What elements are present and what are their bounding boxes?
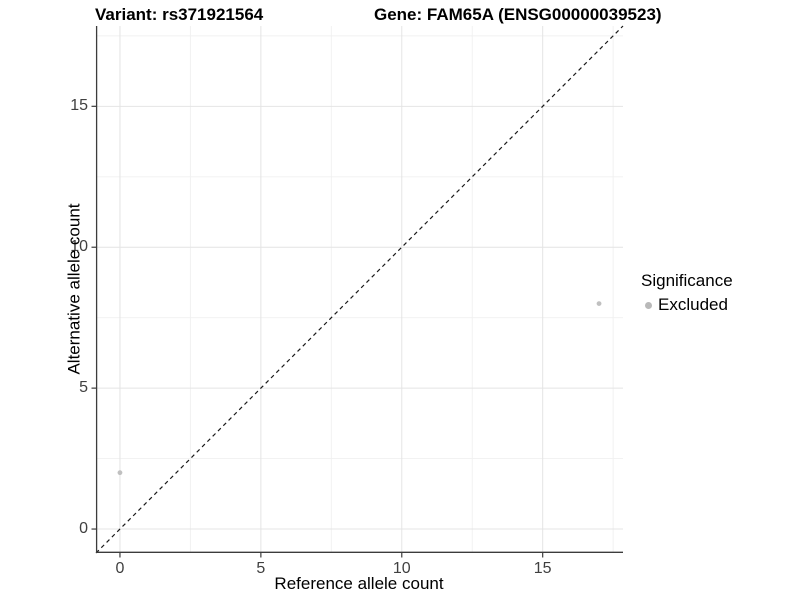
x-tick-label: 5: [256, 560, 266, 577]
plot-title-gene: Gene: FAM65A (ENSG00000039523): [374, 5, 662, 24]
data-point: [117, 470, 123, 476]
legend: Significance Excluded: [641, 271, 733, 315]
y-axis-title: Alternative allele count: [64, 203, 84, 375]
y-tick-label: 0: [79, 520, 88, 538]
legend-entry: Excluded: [641, 295, 733, 315]
legend-entries: Excluded: [641, 295, 733, 315]
legend-title: Significance: [641, 271, 733, 290]
identity-reference-line: [95, 25, 624, 554]
legend-entry-label: Excluded: [658, 295, 728, 314]
x-axis-title: Reference allele count: [274, 574, 444, 593]
y-tick-label: 10: [70, 238, 88, 256]
plot-title-variant: Variant: rs371921564: [95, 5, 264, 24]
x-tick-label: 10: [392, 560, 411, 577]
y-tick-label: 5: [79, 379, 88, 397]
x-tick-label: 15: [533, 560, 552, 577]
data-point: [596, 301, 602, 306]
y-tick-label: 15: [70, 97, 88, 115]
legend-point-icon: [645, 301, 652, 309]
x-tick-label: 0: [115, 560, 125, 577]
plot-panel: [91, 25, 624, 558]
